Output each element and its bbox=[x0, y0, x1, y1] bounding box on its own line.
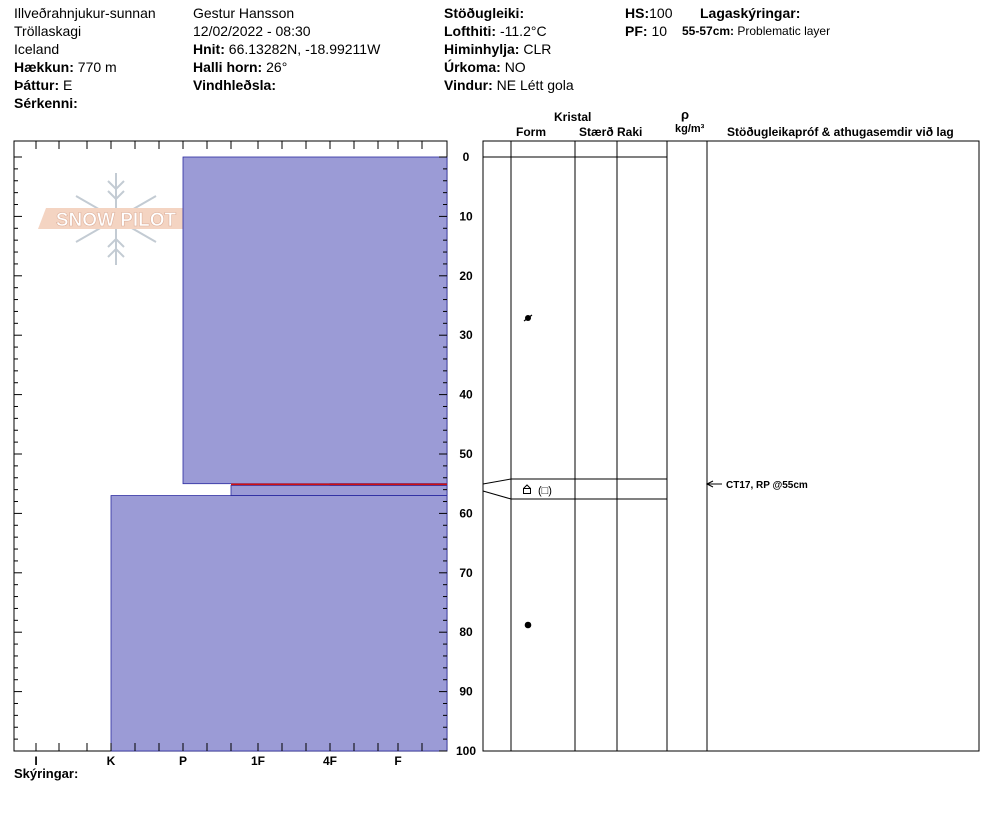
location-block: Illveðrahnjukur-sunnan Tröllaskagi Icela… bbox=[14, 4, 156, 112]
observer-name: Gestur Hansson bbox=[193, 5, 295, 21]
hs-row: HS:100 bbox=[625, 5, 673, 21]
faceted-grain-label: (□) bbox=[538, 485, 552, 497]
depth-tick-label: 70 bbox=[459, 566, 473, 580]
location-country: Iceland bbox=[14, 41, 60, 57]
elevation-row: Hækkun: 770 m bbox=[14, 59, 117, 75]
col-rho: ρ bbox=[681, 107, 690, 122]
legend-title: Lagaskýringar: bbox=[700, 5, 801, 21]
observation-datetime: 12/02/2022 - 08:30 bbox=[193, 23, 311, 39]
remarks-label: Skýringar: bbox=[14, 766, 79, 781]
col-tests: Stöðugleikapróf & athugasemdir við lag bbox=[727, 125, 954, 139]
stability-test-result: CT17, RP @55cm bbox=[726, 480, 808, 491]
rounded-grain-icon bbox=[524, 621, 532, 629]
location-name: Illveðrahnjukur-sunnan bbox=[14, 5, 156, 21]
depth-tick-label: 20 bbox=[459, 269, 473, 283]
depth-tick-label: 40 bbox=[459, 388, 473, 402]
sky-row: Himinhylja: CLR bbox=[444, 41, 552, 57]
snowpilot-logo: SNOW PILOT bbox=[38, 173, 194, 265]
slope-row: Halli horn: 26° bbox=[193, 59, 288, 75]
col-crystal: Kristal bbox=[554, 110, 592, 124]
col-density: kg/m³ bbox=[675, 123, 705, 135]
aspect-row: Þáttur: E bbox=[14, 77, 73, 93]
features-row: Sérkenni: bbox=[14, 95, 78, 111]
precip-row: Úrkoma: NO bbox=[444, 59, 526, 75]
hardness-axis-label: P bbox=[179, 754, 187, 768]
coords-row: Hnit: 66.13282N, -18.99211W bbox=[193, 41, 381, 57]
depth-axis: 0 10 20 30 40 50 60 70 80 90 100 bbox=[14, 150, 476, 758]
hardness-axis-label: I bbox=[34, 754, 37, 768]
col-moisture: Raki bbox=[617, 125, 643, 139]
location-region: Tröllaskagi bbox=[14, 23, 82, 39]
wind-row: Vindur: NE Létt gola bbox=[444, 77, 574, 93]
hardness-axis-label: F bbox=[394, 754, 401, 768]
wind-loading-row: Vindhleðsla: bbox=[193, 77, 276, 93]
hardness-layers bbox=[110, 156, 448, 752]
depth-tick-label: 90 bbox=[459, 685, 473, 699]
hardness-axis-label: 1F bbox=[251, 754, 265, 768]
depth-hoar-icon bbox=[523, 484, 531, 494]
depth-tick-label: 0 bbox=[463, 150, 470, 164]
observer-block: Gestur Hansson 12/02/2022 - 08:30 Hnit: … bbox=[193, 4, 380, 94]
summary-block: HS:100 PF: 10 bbox=[625, 4, 672, 40]
hardness-axis-label: 4F bbox=[323, 754, 337, 768]
pf-row: PF: 10 bbox=[625, 23, 668, 39]
conditions-block: Stöðugleiki: Lofthiti: -11.2°C Himinhylj… bbox=[444, 4, 574, 94]
depth-tick-label: 80 bbox=[459, 625, 473, 639]
hardness-layer-bar bbox=[182, 156, 448, 485]
svg-text:SNOW PILOT: SNOW PILOT bbox=[56, 210, 177, 231]
depth-tick-label: 100 bbox=[456, 744, 476, 758]
depth-tick-label: 10 bbox=[459, 209, 473, 223]
air-temp-row: Lofthiti: -11.2°C bbox=[444, 23, 547, 39]
hardness-ticks: I K P 1F 4F F bbox=[34, 141, 423, 768]
depth-tick-label: 50 bbox=[459, 447, 473, 461]
layer-table bbox=[482, 140, 980, 752]
col-size: Stærð bbox=[579, 125, 614, 139]
hardness-layer-bar bbox=[110, 495, 448, 752]
hardness-axis-label: K bbox=[107, 754, 116, 768]
depth-tick-label: 60 bbox=[459, 506, 473, 520]
depth-tick-label: 30 bbox=[459, 328, 473, 342]
legend-entry: 55-57cm: Problematic layer bbox=[682, 24, 831, 38]
hardness-layer-bar bbox=[230, 485, 448, 496]
col-form: Form bbox=[516, 125, 546, 139]
stability-row: Stöðugleiki: bbox=[444, 5, 525, 21]
precip-particle-icon bbox=[523, 314, 533, 322]
